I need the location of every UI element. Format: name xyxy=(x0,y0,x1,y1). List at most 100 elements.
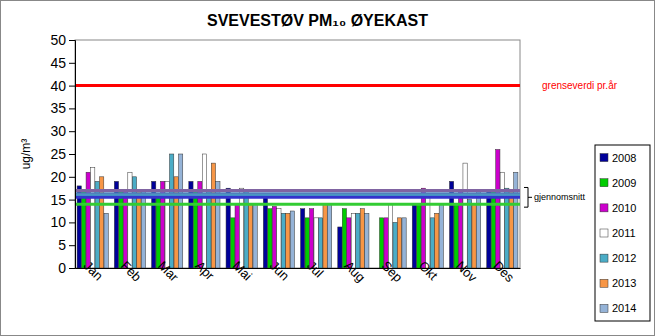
legend-label: 2010 xyxy=(612,202,636,214)
bar xyxy=(417,204,421,268)
x-tick-label: Jul xyxy=(304,258,326,280)
legend-label: 2012 xyxy=(612,252,636,264)
bar xyxy=(454,204,458,268)
limit-line xyxy=(75,84,520,87)
legend-swatch xyxy=(600,304,608,312)
y-tick: 20 xyxy=(50,169,75,185)
bar xyxy=(86,172,90,268)
average-label: gjennomsnitt xyxy=(534,192,586,202)
x-tick: Sep xyxy=(379,258,406,285)
bar xyxy=(119,190,123,268)
y-tick: 35 xyxy=(50,100,75,116)
legend-swatch xyxy=(600,179,608,187)
bar xyxy=(412,204,416,268)
x-tick: Apr xyxy=(192,258,217,283)
bar xyxy=(128,172,132,268)
y-axis-title: ug/m³ xyxy=(19,139,33,170)
x-tick-label: Mai xyxy=(230,258,255,283)
legend-label: 2011 xyxy=(612,227,636,239)
bar xyxy=(356,213,360,268)
y-axis-line xyxy=(69,41,76,269)
y-tick-label: 30 xyxy=(50,123,66,139)
legend-box xyxy=(595,145,650,321)
bar xyxy=(301,209,305,268)
x-tick-label: Mar xyxy=(155,258,182,285)
bar xyxy=(211,163,215,268)
bar xyxy=(226,188,230,268)
y-tick-label: 15 xyxy=(50,192,66,208)
y-tick-label: 5 xyxy=(58,237,66,253)
y-tick: 30 xyxy=(50,123,75,139)
y-tick-label: 20 xyxy=(50,169,66,185)
x-tick-label: Okt xyxy=(416,258,441,283)
bar xyxy=(365,213,369,268)
y-tick: 25 xyxy=(50,146,75,162)
y-tick-label: 40 xyxy=(50,78,66,94)
bar xyxy=(505,188,509,268)
bar xyxy=(379,218,383,268)
bar xyxy=(514,172,518,268)
bar xyxy=(268,209,272,268)
x-tick-label: Feb xyxy=(118,258,144,284)
bar xyxy=(231,218,235,268)
marks xyxy=(75,86,520,268)
bar xyxy=(421,188,425,268)
average-line xyxy=(75,203,520,206)
y-tick-label: 10 xyxy=(50,214,66,230)
average-line xyxy=(75,194,520,197)
y-tick-mark xyxy=(69,245,75,246)
y-tick-mark xyxy=(69,40,75,41)
y-tick: 5 xyxy=(58,237,75,253)
y-tick: 0 xyxy=(58,260,75,276)
bar xyxy=(305,218,309,268)
average-line xyxy=(75,192,520,195)
bar xyxy=(248,204,252,268)
y-tick-label: 50 xyxy=(50,32,66,48)
bar xyxy=(318,218,322,268)
legend-swatch xyxy=(600,279,608,287)
bar xyxy=(323,204,327,268)
bar xyxy=(338,227,342,268)
y-tick: 45 xyxy=(50,55,75,71)
y-tick-mark xyxy=(69,108,75,109)
x-tick: Jan xyxy=(81,258,106,283)
legend-label: 2014 xyxy=(612,302,636,314)
bar xyxy=(496,149,500,268)
bar xyxy=(141,190,145,268)
average-bracket xyxy=(524,187,532,207)
bar xyxy=(202,154,206,268)
bar xyxy=(281,213,285,268)
bar xyxy=(253,204,257,268)
x-tick-label: Aug xyxy=(341,258,368,285)
y-tick-mark xyxy=(69,131,75,132)
x-tick: Aug xyxy=(341,258,368,285)
legend-swatch xyxy=(600,154,608,162)
bar xyxy=(430,218,434,268)
bar xyxy=(156,195,160,268)
legend: 2008200920102011201220132014 xyxy=(595,145,650,321)
bar xyxy=(487,190,491,268)
bar xyxy=(509,190,513,268)
bar xyxy=(193,190,197,268)
x-tick: Mai xyxy=(230,258,255,283)
title: SVEVESTØV PM₁₀ ØYEKAST xyxy=(207,12,428,29)
y-tick: 50 xyxy=(50,32,75,48)
legend-label: 2013 xyxy=(612,277,636,289)
x-tick-label: Apr xyxy=(192,258,217,283)
bar xyxy=(137,190,141,268)
y-tick-label: 45 xyxy=(50,55,66,71)
y-tick-label: 25 xyxy=(50,146,66,162)
x-tick: Feb xyxy=(118,258,144,284)
x-tick-label: Des xyxy=(490,258,517,285)
chart: grenseverdi pr.årgjennomsnitt05101520253… xyxy=(0,0,655,336)
x-tick: Des xyxy=(490,258,517,285)
y-tick-label: 0 xyxy=(58,260,66,276)
legend-swatch xyxy=(600,204,608,212)
x-tick-label: Sep xyxy=(379,258,406,285)
y-tick-mark xyxy=(69,86,75,87)
x-tick-label: Jan xyxy=(81,258,106,283)
legend-swatch xyxy=(600,229,608,237)
bar xyxy=(104,213,108,268)
bar xyxy=(458,190,462,268)
bar xyxy=(290,211,294,268)
